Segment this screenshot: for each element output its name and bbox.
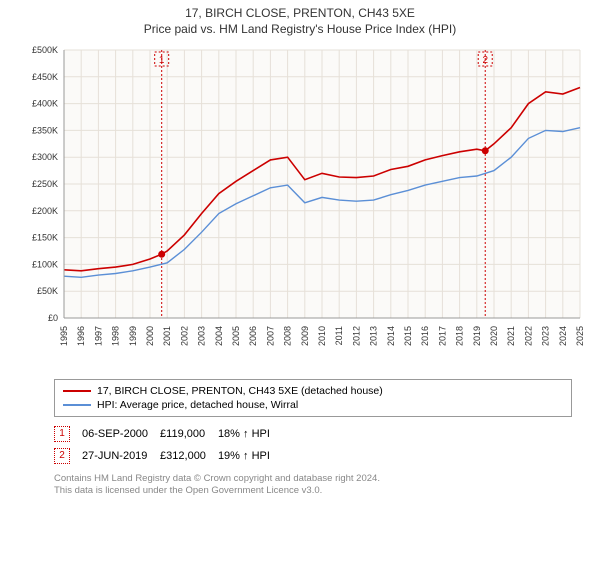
svg-text:2: 2 [482,55,488,66]
svg-text:£200K: £200K [32,206,58,216]
svg-text:2010: 2010 [317,326,327,346]
svg-text:2017: 2017 [437,326,447,346]
svg-text:£150K: £150K [32,233,58,243]
svg-text:1995: 1995 [59,326,69,346]
sale-marker-icon: 2 [54,448,70,464]
sale-date: 27-JUN-2019 [82,445,160,467]
sale-price: £119,000 [160,423,218,445]
svg-text:£250K: £250K [32,179,58,189]
svg-text:£450K: £450K [32,72,58,82]
footnote-line: This data is licensed under the Open Gov… [54,485,322,496]
svg-text:2023: 2023 [541,326,551,346]
svg-text:2011: 2011 [334,326,344,345]
legend-label: HPI: Average price, detached house, Wirr… [97,399,298,411]
legend-item: HPI: Average price, detached house, Wirr… [63,398,563,412]
svg-text:2014: 2014 [386,326,396,346]
sale-date: 06-SEP-2000 [82,423,160,445]
svg-text:2007: 2007 [265,326,275,346]
svg-text:£500K: £500K [32,45,58,55]
page-title: 17, BIRCH CLOSE, PRENTON, CH43 5XE [0,6,600,20]
footnote: Contains HM Land Registry data © Crown c… [54,473,572,497]
page-subtitle: Price paid vs. HM Land Registry's House … [0,22,600,36]
sales-table: 1 06-SEP-2000 £119,000 18% ↑ HPI 2 27-JU… [54,423,282,467]
svg-text:1997: 1997 [93,326,103,346]
svg-text:2005: 2005 [231,326,241,346]
svg-text:1996: 1996 [76,326,86,346]
legend: 17, BIRCH CLOSE, PRENTON, CH43 5XE (deta… [54,379,572,417]
svg-text:2000: 2000 [145,326,155,346]
sale-delta: 18% ↑ HPI [218,423,282,445]
svg-text:2009: 2009 [300,326,310,346]
chart-container: £0 £50K £100K £150K £200K £250K £300K £350K £400… [10,40,590,375]
sale-delta: 19% ↑ HPI [218,445,282,467]
svg-text:2018: 2018 [455,326,465,346]
svg-text:2013: 2013 [369,326,379,346]
svg-text:2015: 2015 [403,326,413,346]
svg-text:£400K: £400K [32,99,58,109]
legend-label: 17, BIRCH CLOSE, PRENTON, CH43 5XE (deta… [97,385,383,397]
sale-price: £312,000 [160,445,218,467]
svg-text:2004: 2004 [214,326,224,346]
sale-marker-icon: 1 [54,426,70,442]
footnote-line: Contains HM Land Registry data © Crown c… [54,473,380,484]
svg-text:2016: 2016 [420,326,430,346]
svg-text:1998: 1998 [111,326,121,346]
svg-text:2012: 2012 [351,326,361,346]
svg-text:2001: 2001 [162,326,172,346]
svg-text:£50K: £50K [37,286,58,296]
svg-text:£0: £0 [48,313,58,323]
svg-text:2024: 2024 [558,326,568,346]
svg-text:2006: 2006 [248,326,258,346]
svg-text:2021: 2021 [506,326,516,346]
table-row: 1 06-SEP-2000 £119,000 18% ↑ HPI [54,423,282,445]
svg-text:2019: 2019 [472,326,482,346]
legend-swatch [63,390,91,392]
svg-text:£100K: £100K [32,259,58,269]
svg-text:1999: 1999 [128,326,138,346]
svg-text:£350K: £350K [32,125,58,135]
table-row: 2 27-JUN-2019 £312,000 19% ↑ HPI [54,445,282,467]
legend-swatch [63,404,91,406]
svg-text:2022: 2022 [523,326,533,346]
price-chart: £0 £50K £100K £150K £200K £250K £300K £350K £400… [10,40,590,370]
legend-item: 17, BIRCH CLOSE, PRENTON, CH43 5XE (deta… [63,384,563,398]
svg-text:2020: 2020 [489,326,499,346]
svg-text:£300K: £300K [32,152,58,162]
svg-text:2002: 2002 [179,326,189,346]
svg-text:2008: 2008 [283,326,293,346]
svg-text:1: 1 [159,55,165,66]
svg-text:2025: 2025 [575,326,585,346]
svg-text:2003: 2003 [197,326,207,346]
